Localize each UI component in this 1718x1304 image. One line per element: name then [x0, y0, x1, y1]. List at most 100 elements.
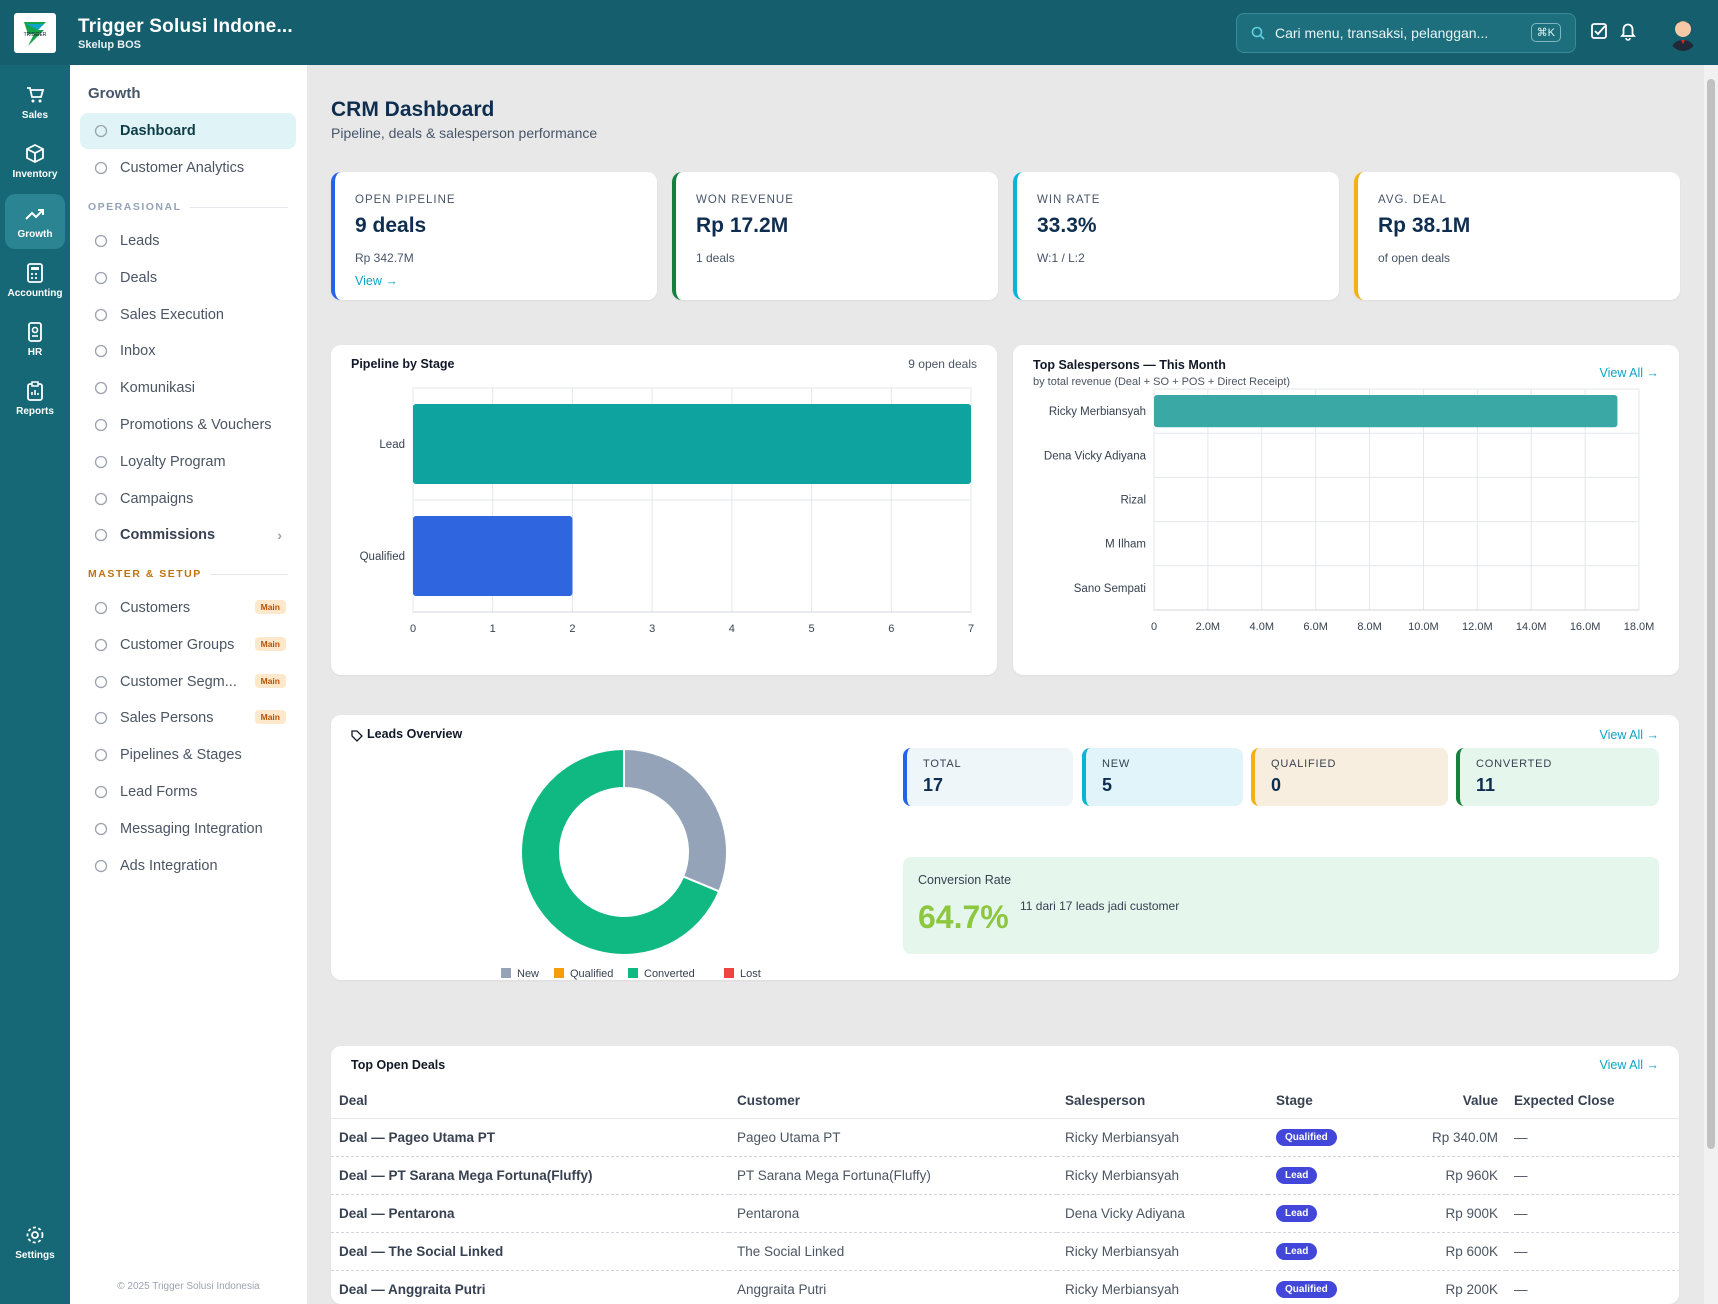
main-badge: Main — [254, 600, 286, 614]
sidebar-item-customers[interactable]: Customers Main — [80, 590, 296, 626]
bar-qualified[interactable] — [413, 516, 573, 596]
sidebar-item-deals[interactable]: Deals — [80, 260, 296, 296]
copyright: © 2025 Trigger Solusi Indonesia — [117, 1281, 260, 1292]
legend-label: Qualified — [570, 968, 613, 980]
sidebar-item-customer-analytics[interactable]: Customer Analytics — [80, 150, 296, 186]
deals-view-all-link[interactable]: View All → — [1599, 1058, 1659, 1072]
rail-item-settings[interactable]: Settings — [5, 1215, 65, 1270]
table-row[interactable]: Deal — The Social Linked The Social Linke… — [331, 1232, 1679, 1271]
x-tick-label: 6.0M — [1303, 621, 1327, 633]
x-tick-label: 7 — [968, 623, 974, 635]
cell-value: Rp 900K — [1376, 1194, 1506, 1233]
lead-stat-new: NEW 5 — [1082, 748, 1243, 806]
x-tick-label: 2 — [569, 623, 575, 635]
y-tick-label: Rizal — [1120, 495, 1146, 507]
sidebar-item-customer-segm[interactable]: Customer Segm... Main — [80, 664, 296, 700]
section-operasional: OPERASIONAL — [88, 201, 288, 213]
cell-value: Rp 340.0M — [1376, 1118, 1506, 1157]
cell-close: — — [1506, 1118, 1679, 1157]
kpi-value: 33.3% — [1037, 214, 1097, 237]
sidebar-item-label: Promotions & Vouchers — [120, 417, 272, 433]
slice-converted[interactable] — [520, 747, 721, 956]
rail-item-growth[interactable]: Growth — [5, 194, 65, 249]
column-header[interactable]: Expected Close — [1506, 1084, 1679, 1119]
sidebar-item-messaging-integration[interactable]: Messaging Integration — [80, 811, 296, 847]
sidebar-item-campaigns[interactable]: Campaigns — [80, 481, 296, 517]
rail-item-hr[interactable]: HR — [5, 312, 65, 367]
bar-lead[interactable] — [413, 404, 971, 484]
cell-close: — — [1506, 1194, 1679, 1233]
kpi-view-link[interactable]: View → — [355, 274, 398, 288]
user-avatar[interactable] — [1668, 15, 1698, 51]
cell-close: — — [1506, 1156, 1679, 1195]
sidebar-item-inbox[interactable]: Inbox — [80, 333, 296, 369]
menu-item-icon — [94, 308, 108, 321]
pipeline-card: Pipeline by Stage 9 open deals 0 1 2 3 4 5 6 7 L… — [331, 345, 997, 675]
legend-swatch-converted — [628, 968, 638, 978]
main-badge: Main — [254, 673, 286, 688]
menu-item-icon — [94, 161, 108, 174]
rail-item-inventory[interactable]: Inventory — [5, 134, 65, 189]
column-header[interactable]: Stage — [1268, 1084, 1376, 1119]
bell-icon[interactable] — [1617, 20, 1639, 42]
menu-item-icon — [94, 675, 108, 688]
x-tick-label: 18.0M — [1624, 621, 1655, 633]
y-tick-label: Sano Sempati — [1074, 583, 1146, 595]
cell-stage: Qualified — [1268, 1118, 1376, 1157]
cart-icon — [27, 87, 45, 103]
trend-icon — [25, 209, 44, 220]
company-logo[interactable]: TRIGGER — [14, 13, 56, 53]
search-input[interactable]: Cari menu, transaksi, pelanggan... ⌘K — [1236, 13, 1576, 53]
column-header[interactable]: Value — [1376, 1084, 1506, 1119]
rail-item-reports[interactable]: Reports — [5, 371, 65, 426]
table-row[interactable]: Deal — Pageo Utama PT Pageo Utama PT Ricky… — [331, 1118, 1679, 1157]
top-open-deals-card: Top Open Deals View All → Deal Customer Sa… — [331, 1046, 1679, 1304]
sidebar-item-leads[interactable]: Leads — [80, 223, 296, 259]
cell-customer: Pageo Utama PT — [729, 1118, 1057, 1157]
table-row[interactable]: Deal — Anggraita Putri Anggraita Putri Ric… — [331, 1270, 1679, 1304]
cell-sales: Ricky Merbiansyah — [1057, 1156, 1268, 1195]
rail-item-sales[interactable]: Sales — [5, 75, 65, 130]
sidebar-item-dashboard[interactable]: Dashboard — [80, 113, 296, 149]
sidebar-item-label: Sales Persons — [120, 710, 214, 727]
sidebar-item-label: Ads Integration — [120, 857, 218, 874]
lead-stat-value: 0 — [1271, 775, 1282, 795]
y-tick-label: Lead — [379, 439, 405, 451]
table-row[interactable]: Deal — Pentarona Pentarona Dena Vicky Adiy… — [331, 1194, 1679, 1233]
bar-ricky-merbiansyah[interactable] — [1154, 395, 1618, 428]
sidebar: Growth © 2025 Trigger Solusi Indonesia D… — [70, 65, 307, 1304]
slice-new[interactable] — [623, 747, 728, 893]
menu-item-icon — [94, 345, 108, 358]
x-tick-label: 12.0M — [1462, 621, 1493, 633]
sidebar-item-customer-groups[interactable]: Customer Groups Main — [80, 627, 296, 663]
table-row[interactable]: Deal — PT Sarana Mega Fortuna(Fluffy) PT … — [331, 1156, 1679, 1195]
cell-customer: Anggraita Putri — [729, 1270, 1057, 1304]
sidebar-item-sales-persons[interactable]: Sales Persons Main — [80, 700, 296, 736]
x-tick-label: 4 — [729, 623, 735, 635]
scrollbar-thumb[interactable] — [1707, 79, 1715, 1149]
page-scrollbar[interactable] — [1704, 65, 1718, 1304]
column-header[interactable]: Deal — [331, 1084, 729, 1119]
leads-view-all-link[interactable]: View All → — [1599, 728, 1659, 742]
sidebar-item-pipelines-stages[interactable]: Pipelines & Stages — [80, 737, 296, 773]
task-check-icon[interactable] — [1588, 20, 1610, 42]
sidebar-item-label: Campaigns — [120, 490, 194, 507]
sidebar-item-ads-integration[interactable]: Ads Integration — [80, 848, 296, 884]
column-header[interactable]: Salesperson — [1057, 1084, 1268, 1119]
sidebar-item-sales-execution[interactable]: Sales Execution — [80, 297, 296, 333]
sidebar-item-komunikasi[interactable]: Komunikasi — [80, 370, 296, 406]
salespersons-view-all-link[interactable]: View All → — [1599, 366, 1659, 380]
company-name[interactable]: Trigger Solusi Indone... — [78, 16, 293, 37]
sidebar-item-lead-forms[interactable]: Lead Forms — [80, 774, 296, 810]
rail-item-accounting[interactable]: Accounting — [5, 253, 65, 308]
menu-item-icon — [94, 859, 108, 872]
sidebar-item-promotions-vouchers[interactable]: Promotions & Vouchers — [80, 407, 296, 443]
lead-stat-label: TOTAL — [923, 758, 962, 770]
sidebar-item-label: Messaging Integration — [120, 820, 263, 837]
chevron-right-icon[interactable]: › — [277, 527, 282, 544]
sidebar-item-commissions[interactable]: Commissions › — [80, 517, 296, 553]
sidebar-item-loyalty-program[interactable]: Loyalty Program — [80, 444, 296, 480]
column-header[interactable]: Customer — [729, 1084, 1057, 1119]
lead-stat-label: CONVERTED — [1476, 758, 1553, 770]
sidebar-heading: Growth — [88, 85, 141, 102]
